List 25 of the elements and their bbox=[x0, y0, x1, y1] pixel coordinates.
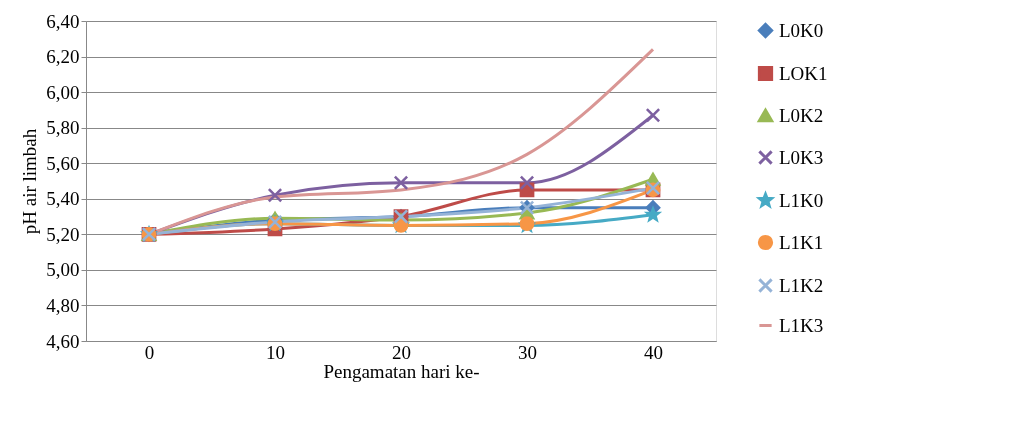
x-tick-label: 40 bbox=[644, 341, 663, 363]
y-tick-label: 4,60 bbox=[46, 330, 80, 352]
legend-label: L1K2 bbox=[779, 274, 824, 296]
legend-label: L1K0 bbox=[779, 189, 824, 211]
x-axis-title: Pengamatan hari ke- bbox=[323, 360, 480, 382]
y-tick-label: 5,80 bbox=[46, 117, 80, 139]
legend-label: L0K0 bbox=[779, 19, 824, 41]
y-tick-label: 6,00 bbox=[46, 81, 80, 103]
legend-label: L0K3 bbox=[779, 146, 824, 168]
x-tick-label: 0 bbox=[144, 341, 155, 363]
y-axis-title: pH air limbah bbox=[19, 128, 41, 235]
x-tick-label: 30 bbox=[518, 341, 537, 363]
y-tick-label: 6,20 bbox=[46, 46, 80, 68]
y-tick-label: 4,80 bbox=[46, 294, 80, 316]
legend-label: L1K3 bbox=[779, 314, 824, 336]
legend-label: L0K2 bbox=[779, 104, 824, 126]
y-tick-label: 5,20 bbox=[46, 223, 80, 245]
y-tick-label: 5,60 bbox=[46, 152, 80, 174]
y-tick-label: 5,40 bbox=[46, 188, 80, 210]
y-tick-label: 6,40 bbox=[46, 10, 80, 32]
x-tick-label: 20 bbox=[392, 341, 411, 363]
legend-label: L1K1 bbox=[779, 231, 824, 253]
legend-label: LOK1 bbox=[779, 62, 828, 84]
x-tick-label: 10 bbox=[266, 341, 285, 363]
y-tick-label: 5,00 bbox=[46, 259, 80, 281]
